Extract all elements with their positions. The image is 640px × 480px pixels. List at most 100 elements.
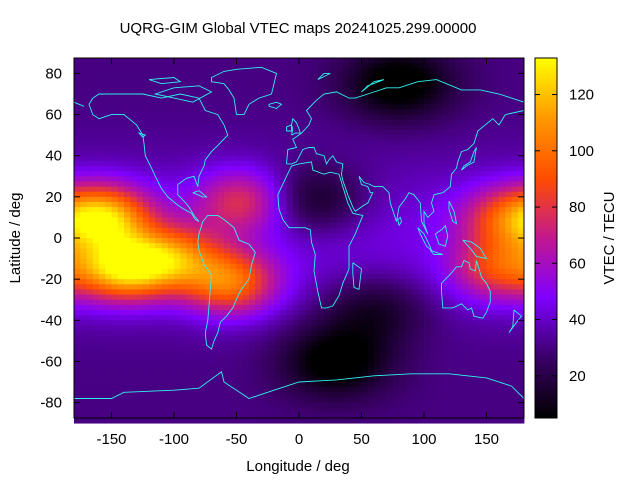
heatmap-cell bbox=[80, 376, 87, 383]
heatmap-cell bbox=[317, 366, 325, 373]
heatmap-cell bbox=[517, 402, 525, 409]
heatmap-cell bbox=[92, 176, 100, 182]
heatmap-cell bbox=[517, 340, 525, 347]
heatmap-cell bbox=[199, 243, 206, 249]
heatmap-cell bbox=[286, 289, 294, 295]
heatmap-cell bbox=[505, 248, 512, 254]
heatmap-cell bbox=[411, 186, 419, 193]
heatmap-cell bbox=[324, 227, 331, 234]
heatmap-cell bbox=[455, 366, 462, 373]
heatmap-cell bbox=[236, 382, 244, 388]
heatmap-cell bbox=[230, 320, 237, 326]
heatmap-cell bbox=[449, 284, 456, 290]
heatmap-cell bbox=[124, 294, 131, 301]
heatmap-cell bbox=[436, 83, 444, 90]
heatmap-cell bbox=[349, 114, 356, 121]
heatmap-cell bbox=[124, 135, 131, 141]
heatmap-cell bbox=[249, 227, 256, 234]
heatmap-cell bbox=[86, 207, 94, 213]
heatmap-cell bbox=[92, 166, 100, 172]
heatmap-cell bbox=[424, 299, 431, 306]
heatmap-cell bbox=[74, 217, 81, 223]
heatmap-cell bbox=[86, 325, 94, 331]
heatmap-cell bbox=[199, 109, 206, 115]
heatmap-cell bbox=[374, 310, 381, 316]
heatmap-cell bbox=[361, 68, 369, 74]
heatmap-cell bbox=[142, 330, 150, 337]
heatmap-cell bbox=[311, 315, 319, 321]
heatmap-cell bbox=[242, 407, 250, 414]
heatmap-cell bbox=[192, 166, 200, 172]
heatmap-cell bbox=[274, 376, 281, 383]
heatmap-cell bbox=[449, 191, 456, 198]
heatmap-cell bbox=[205, 274, 212, 280]
heatmap-cell bbox=[74, 263, 81, 270]
heatmap-cell bbox=[261, 289, 269, 295]
heatmap-cell bbox=[405, 145, 412, 151]
heatmap-cell bbox=[317, 340, 325, 347]
heatmap-cell bbox=[211, 268, 219, 275]
heatmap-cell bbox=[361, 402, 369, 409]
heatmap-cell bbox=[267, 279, 275, 285]
heatmap-cell bbox=[467, 124, 475, 131]
heatmap-cell bbox=[74, 315, 81, 321]
heatmap-cell bbox=[117, 263, 125, 270]
heatmap-cell bbox=[249, 217, 256, 223]
heatmap-cell bbox=[130, 58, 137, 64]
heatmap-cell bbox=[149, 243, 156, 249]
heatmap-cell bbox=[286, 73, 294, 79]
heatmap-cell bbox=[430, 78, 437, 85]
heatmap-cell bbox=[492, 114, 500, 121]
heatmap-cell bbox=[361, 371, 369, 378]
heatmap-cell bbox=[167, 150, 175, 157]
heatmap-cell bbox=[74, 248, 81, 254]
heatmap-cell bbox=[430, 397, 437, 403]
heatmap-cell bbox=[492, 263, 500, 270]
heatmap-cell bbox=[136, 83, 144, 90]
heatmap-cell bbox=[99, 294, 106, 301]
heatmap-cell bbox=[342, 268, 350, 275]
heatmap-cell bbox=[217, 150, 225, 157]
heatmap-cell bbox=[467, 130, 475, 136]
heatmap-cell bbox=[511, 78, 519, 85]
heatmap-cell bbox=[274, 155, 281, 162]
heatmap-cell bbox=[230, 166, 237, 172]
heatmap-cell bbox=[224, 397, 231, 403]
heatmap-cell bbox=[99, 68, 106, 74]
heatmap-cell bbox=[230, 376, 237, 383]
heatmap-cell bbox=[180, 304, 187, 311]
heatmap-cell bbox=[349, 366, 356, 373]
heatmap-cell bbox=[374, 186, 381, 193]
heatmap-cell bbox=[130, 253, 137, 259]
heatmap-cell bbox=[411, 397, 419, 403]
heatmap-cell bbox=[161, 243, 169, 249]
heatmap-cell bbox=[211, 346, 219, 352]
heatmap-cell bbox=[105, 340, 112, 347]
heatmap-cell bbox=[80, 268, 87, 275]
heatmap-cell bbox=[80, 78, 87, 85]
heatmap-cell bbox=[174, 253, 181, 259]
heatmap-cell bbox=[417, 376, 425, 383]
heatmap-cell bbox=[349, 191, 356, 198]
heatmap-cell bbox=[242, 150, 250, 157]
heatmap-cell bbox=[480, 191, 487, 198]
heatmap-cell bbox=[80, 83, 87, 90]
heatmap-cell bbox=[86, 140, 94, 146]
heatmap-cell bbox=[349, 217, 356, 223]
heatmap-cell bbox=[174, 289, 181, 295]
heatmap-cell bbox=[392, 315, 400, 321]
heatmap-cell bbox=[305, 402, 312, 409]
heatmap-cell bbox=[380, 294, 387, 301]
heatmap-cell bbox=[424, 145, 431, 151]
heatmap-cell bbox=[474, 78, 481, 85]
heatmap-cell bbox=[124, 140, 131, 146]
heatmap-cell bbox=[417, 253, 425, 259]
heatmap-cell bbox=[286, 371, 294, 378]
heatmap-cell bbox=[161, 135, 169, 141]
heatmap-cell bbox=[92, 361, 100, 367]
heatmap-cell bbox=[199, 124, 206, 131]
heatmap-cell bbox=[236, 202, 244, 208]
heatmap-cell bbox=[124, 119, 131, 126]
heatmap-cell bbox=[274, 150, 281, 157]
heatmap-cell bbox=[274, 186, 281, 193]
